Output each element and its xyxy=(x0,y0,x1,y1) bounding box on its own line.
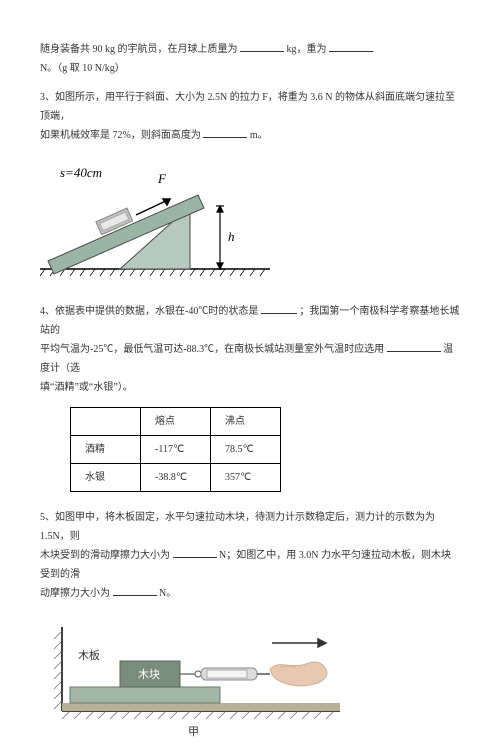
q4-th-blank xyxy=(71,408,141,436)
q4-line2a: 平均气温为-25℃，最低气温可达-88.3℃，在南极长城站测量室外气温时应选用 xyxy=(40,344,384,355)
q4-blank-state[interactable] xyxy=(261,305,297,314)
q2-text-a: 随身装备共 90 kg 的宇航员，在月球上质量为 xyxy=(40,44,238,55)
q4-r1c2: -117℃ xyxy=(141,436,211,464)
q4-th-melting: 熔点 xyxy=(141,408,211,436)
table-row: 熔点 沸点 xyxy=(71,408,281,436)
fig2-caption: 甲 xyxy=(188,726,199,738)
q5-blank-1[interactable] xyxy=(173,549,217,558)
q2-text-c: N。（g 取 10 N/kg） xyxy=(40,63,125,74)
q2-blank-weight[interactable] xyxy=(329,43,373,52)
fig2-hand xyxy=(270,662,327,686)
q4-table: 熔点 沸点 酒精 -117℃ 78.5℃ 水银 -38.8℃ 357℃ xyxy=(70,407,281,492)
q4-line3: 填“酒精”或“水银”）。 xyxy=(40,382,133,393)
q4-r2c1: 水银 xyxy=(71,464,141,492)
fig2-motion-arrow xyxy=(272,639,326,647)
table-row: 酒精 -117℃ 78.5℃ xyxy=(71,436,281,464)
q3-text: 3、如图所示，用平行于斜面、大小为 2.5N 的拉力 F，将重为 3.6 N 的… xyxy=(40,88,460,145)
q5-blank-2[interactable] xyxy=(113,587,157,596)
q4-r2c2: -38.8℃ xyxy=(141,464,211,492)
fig1-h-label: h xyxy=(228,229,235,244)
fig1-hatching xyxy=(40,269,265,276)
q5-line2a: 木块受到的滑动摩擦力大小为 xyxy=(40,550,170,561)
q4-r1c1: 酒精 xyxy=(71,436,141,464)
q2-text-b: kg，重为 xyxy=(287,44,327,55)
q5-line3b: N。 xyxy=(159,588,176,599)
q3-blank-height[interactable] xyxy=(203,129,247,138)
fig1-s-label: s=40cm xyxy=(60,165,102,180)
q4-text: 4、依据表中提供的数据，水银在-40℃时的状态是 ；我国第一个南极科学考察基地长… xyxy=(40,302,460,397)
fig2-block-label: 木块 xyxy=(138,668,160,681)
fig1-height-bracket xyxy=(216,206,224,269)
q5-line3a: 动摩擦力大小为 xyxy=(40,588,110,599)
fig2-dynamometer xyxy=(180,668,270,680)
q4-line1a: 4、依据表中提供的数据，水银在-40℃时的状态是 xyxy=(40,306,258,317)
q4-th-boiling: 沸点 xyxy=(211,408,281,436)
q4-r1c3: 78.5℃ xyxy=(211,436,281,464)
q5-text: 5、如图甲中，将木板固定，水平匀速拉动木块，待测力计示数稳定后，测力计的示数为为… xyxy=(40,508,460,603)
q3-line2a: 如果机械效率是 72%，则斜面高度为 xyxy=(40,130,201,141)
q2-tail: 随身装备共 90 kg 的宇航员，在月球上质量为 kg，重为 N。（g 取 10… xyxy=(40,40,460,78)
q3-line2b: m。 xyxy=(250,130,268,141)
fig1-f-label: F xyxy=(157,171,167,186)
fig2-ground-strip xyxy=(62,703,340,711)
q3-line1: 3、如图所示，用平行于斜面、大小为 2.5N 的拉力 F，将重为 3.6 N 的… xyxy=(40,92,455,122)
q5-line1: 5、如图甲中，将木板固定，水平匀速拉动木块，待测力计示数稳定后，测力计的示数为为… xyxy=(40,512,435,542)
q4-r2c3: 357℃ xyxy=(211,464,281,492)
figure-friction: 木板 木块 甲 xyxy=(40,619,460,746)
fig2-board-label: 木板 xyxy=(78,648,100,662)
table-row: 水银 -38.8℃ 357℃ xyxy=(71,464,281,492)
figure-incline: s=40cm F xyxy=(40,161,460,288)
fig2-board xyxy=(70,687,220,703)
q4-blank-thermo[interactable] xyxy=(387,343,441,352)
q2-blank-mass[interactable] xyxy=(240,43,284,52)
